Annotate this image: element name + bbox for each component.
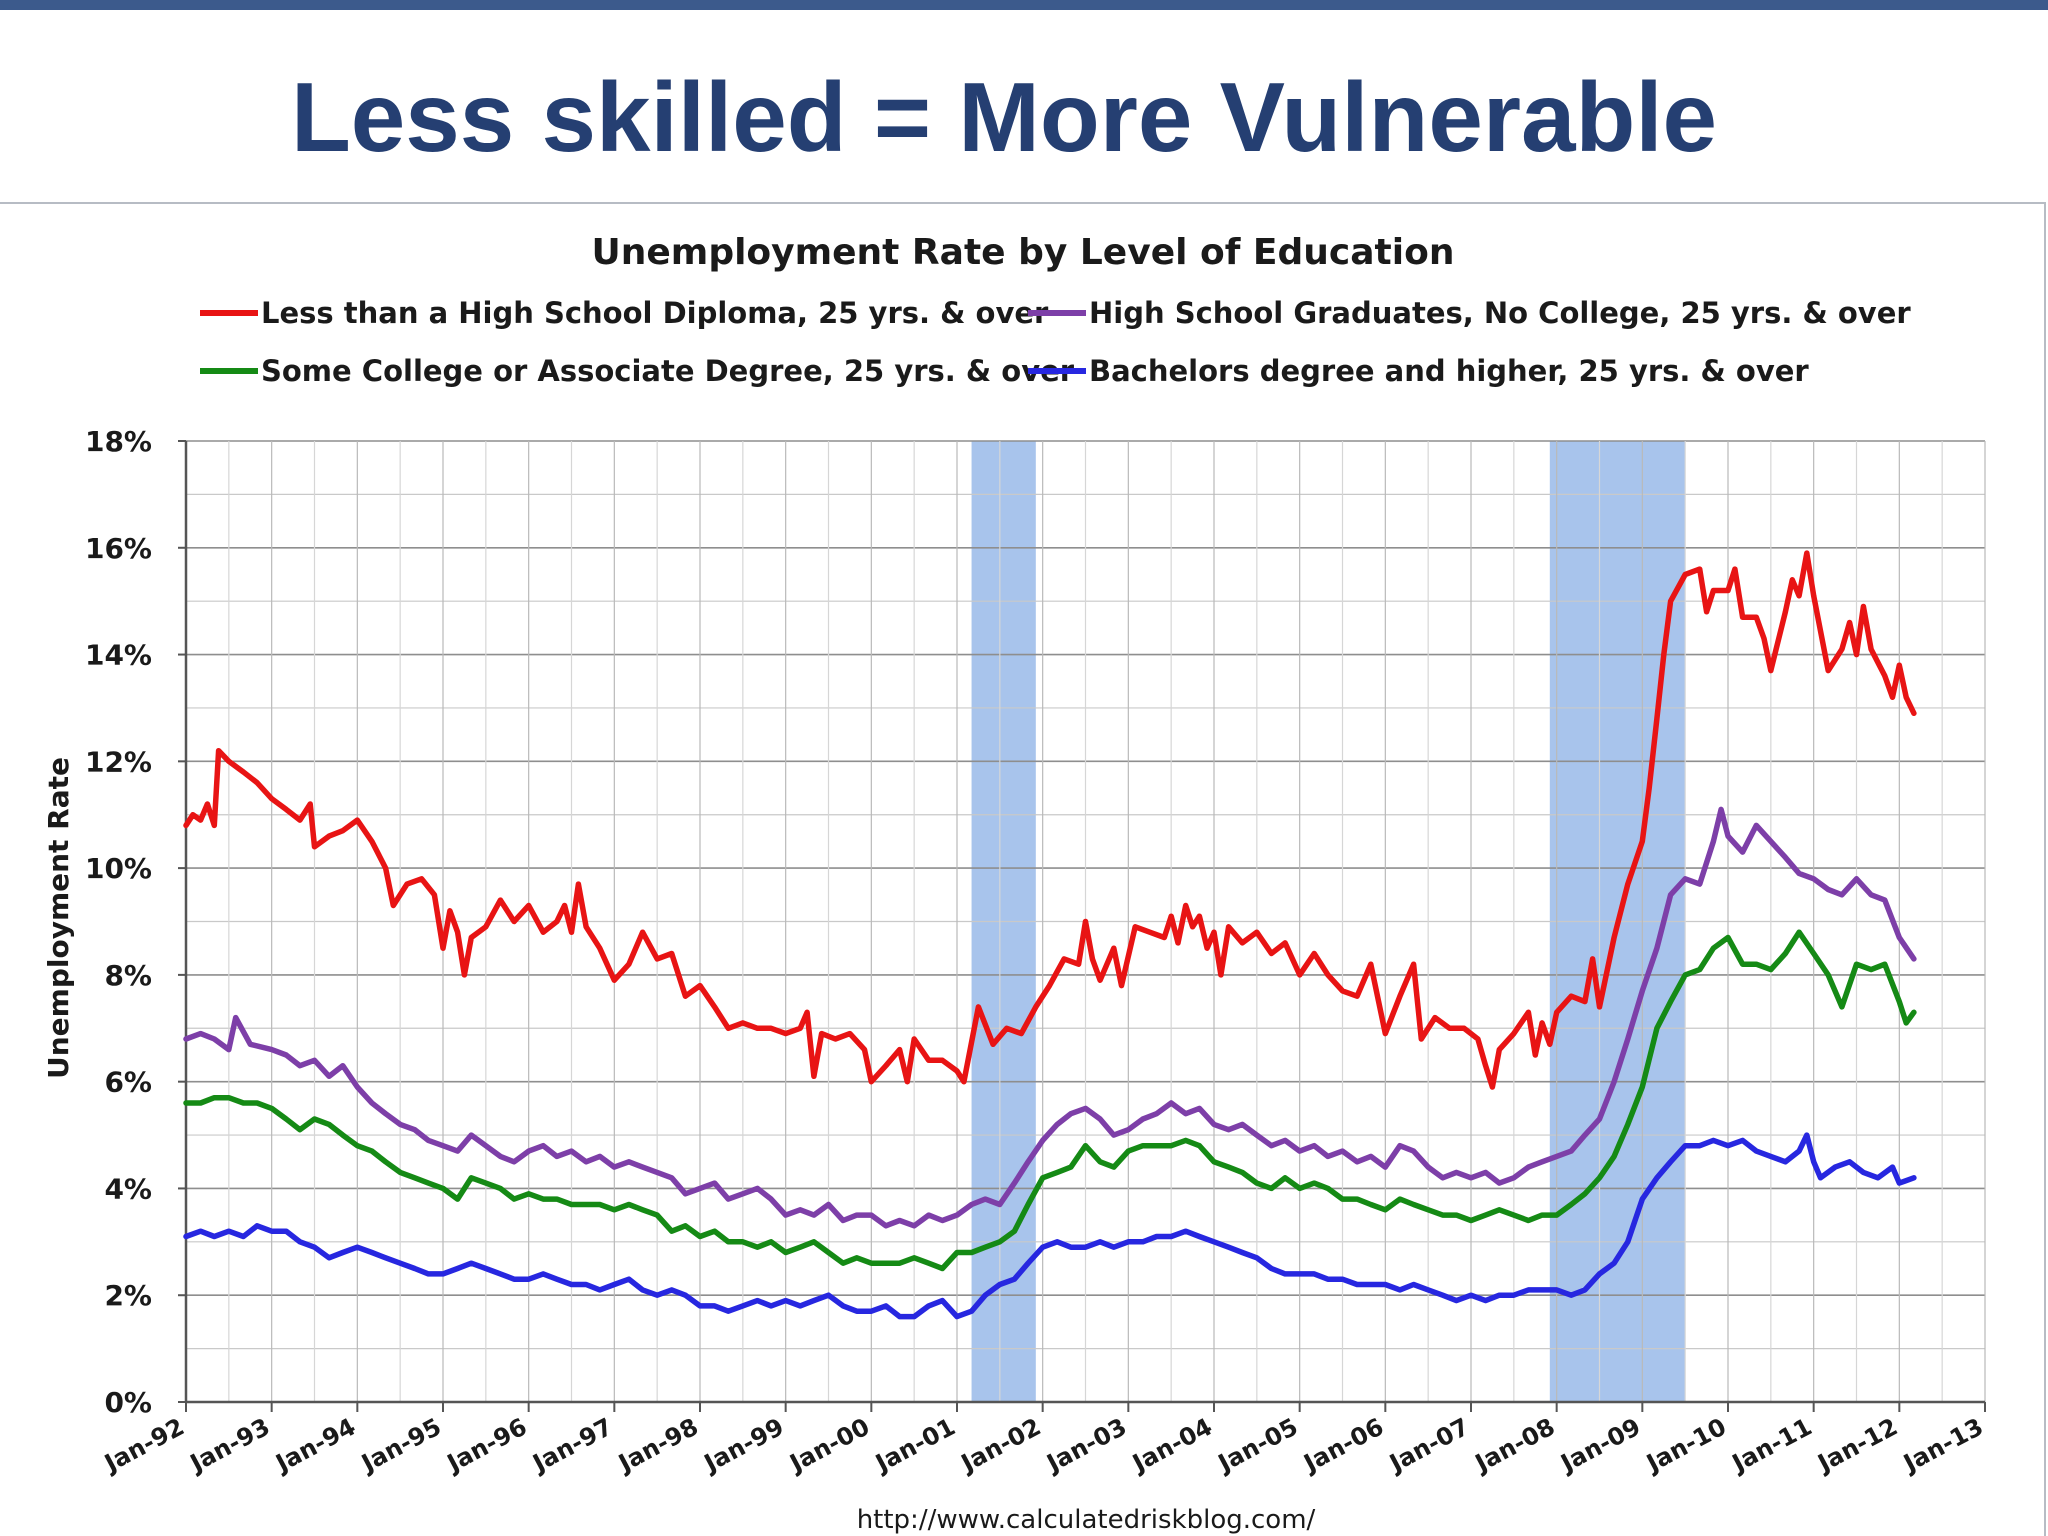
x-tick-label: Jan-04 — [1126, 1413, 1216, 1479]
x-tick-label: Jan-97 — [527, 1413, 617, 1479]
y-axis-label: Unemployment Rate — [42, 757, 75, 1079]
source-credit: http://www.calculatedriskblog.com/ — [857, 1505, 1316, 1535]
chart-frame — [0, 202, 2046, 1536]
legend-label-2: High School Graduates, No College, 25 yr… — [1089, 296, 1911, 330]
x-tick-label: Jan-02 — [955, 1413, 1045, 1479]
y-tick-label: 6% — [104, 1066, 152, 1099]
y-tick-label: 12% — [85, 745, 152, 778]
x-tick-label: Jan-93 — [184, 1413, 274, 1479]
x-tick-labels: Jan-92Jan-93Jan-94Jan-95Jan-96Jan-97Jan-… — [98, 1413, 1987, 1479]
series-line-2 — [183, 806, 1917, 1229]
x-tick-label: Jan-12 — [1812, 1413, 1902, 1479]
x-tick-label: Jan-13 — [1897, 1413, 1987, 1479]
x-tick-label: Jan-03 — [1041, 1413, 1131, 1479]
top-accent-bar — [0, 0, 2048, 10]
legend-label-3: Some College or Associate Degree, 25 yrs… — [261, 354, 1075, 388]
slide-title: Less skilled = More Vulnerable — [290, 62, 1718, 172]
x-tick-label: Jan-98 — [612, 1413, 702, 1479]
x-tick-label: Jan-07 — [1383, 1413, 1473, 1479]
x-tick-label: Jan-05 — [1212, 1413, 1302, 1479]
y-tick-label: 2% — [104, 1279, 152, 1312]
x-tick-label: Jan-01 — [869, 1413, 959, 1479]
x-tick-label: Jan-00 — [784, 1413, 874, 1479]
legend-label-1: Less than a High School Diploma, 25 yrs.… — [261, 296, 1049, 330]
y-tick-label: 0% — [104, 1386, 152, 1419]
chart-legend: Less than a High School Diploma, 25 yrs.… — [200, 296, 1911, 388]
series-line-1 — [183, 550, 1917, 1090]
chart-series — [183, 550, 1917, 1320]
y-tick-label: 16% — [85, 532, 152, 565]
y-tick-label: 18% — [85, 425, 152, 458]
x-tick-label: Jan-96 — [441, 1413, 531, 1479]
y-tick-label: 10% — [85, 852, 152, 885]
legend-label-4: Bachelors degree and higher, 25 yrs. & o… — [1089, 354, 1809, 388]
x-tick-label: Jan-99 — [698, 1413, 788, 1479]
x-tick-label: Jan-06 — [1298, 1413, 1388, 1479]
x-tick-label: Jan-09 — [1555, 1413, 1645, 1479]
x-tick-label: Jan-08 — [1469, 1413, 1559, 1479]
chart-axes — [178, 440, 1986, 1412]
x-tick-label: Jan-94 — [270, 1413, 360, 1479]
y-tick-label: 14% — [85, 639, 152, 672]
y-tick-label: 4% — [104, 1172, 152, 1205]
y-tick-label: 8% — [104, 959, 152, 992]
y-tick-labels: 0% 2% 4% 6% 8% 10% 12% 14% 16% 18% — [85, 425, 152, 1419]
series-line-3 — [183, 929, 1917, 1272]
chart-title: Unemployment Rate by Level of Education — [592, 232, 1455, 273]
x-tick-label: Jan-92 — [98, 1413, 188, 1479]
x-tick-label: Jan-11 — [1726, 1413, 1816, 1479]
x-tick-label: Jan-95 — [355, 1413, 445, 1479]
series-line-4 — [183, 1132, 1917, 1320]
x-tick-label: Jan-10 — [1640, 1413, 1730, 1479]
